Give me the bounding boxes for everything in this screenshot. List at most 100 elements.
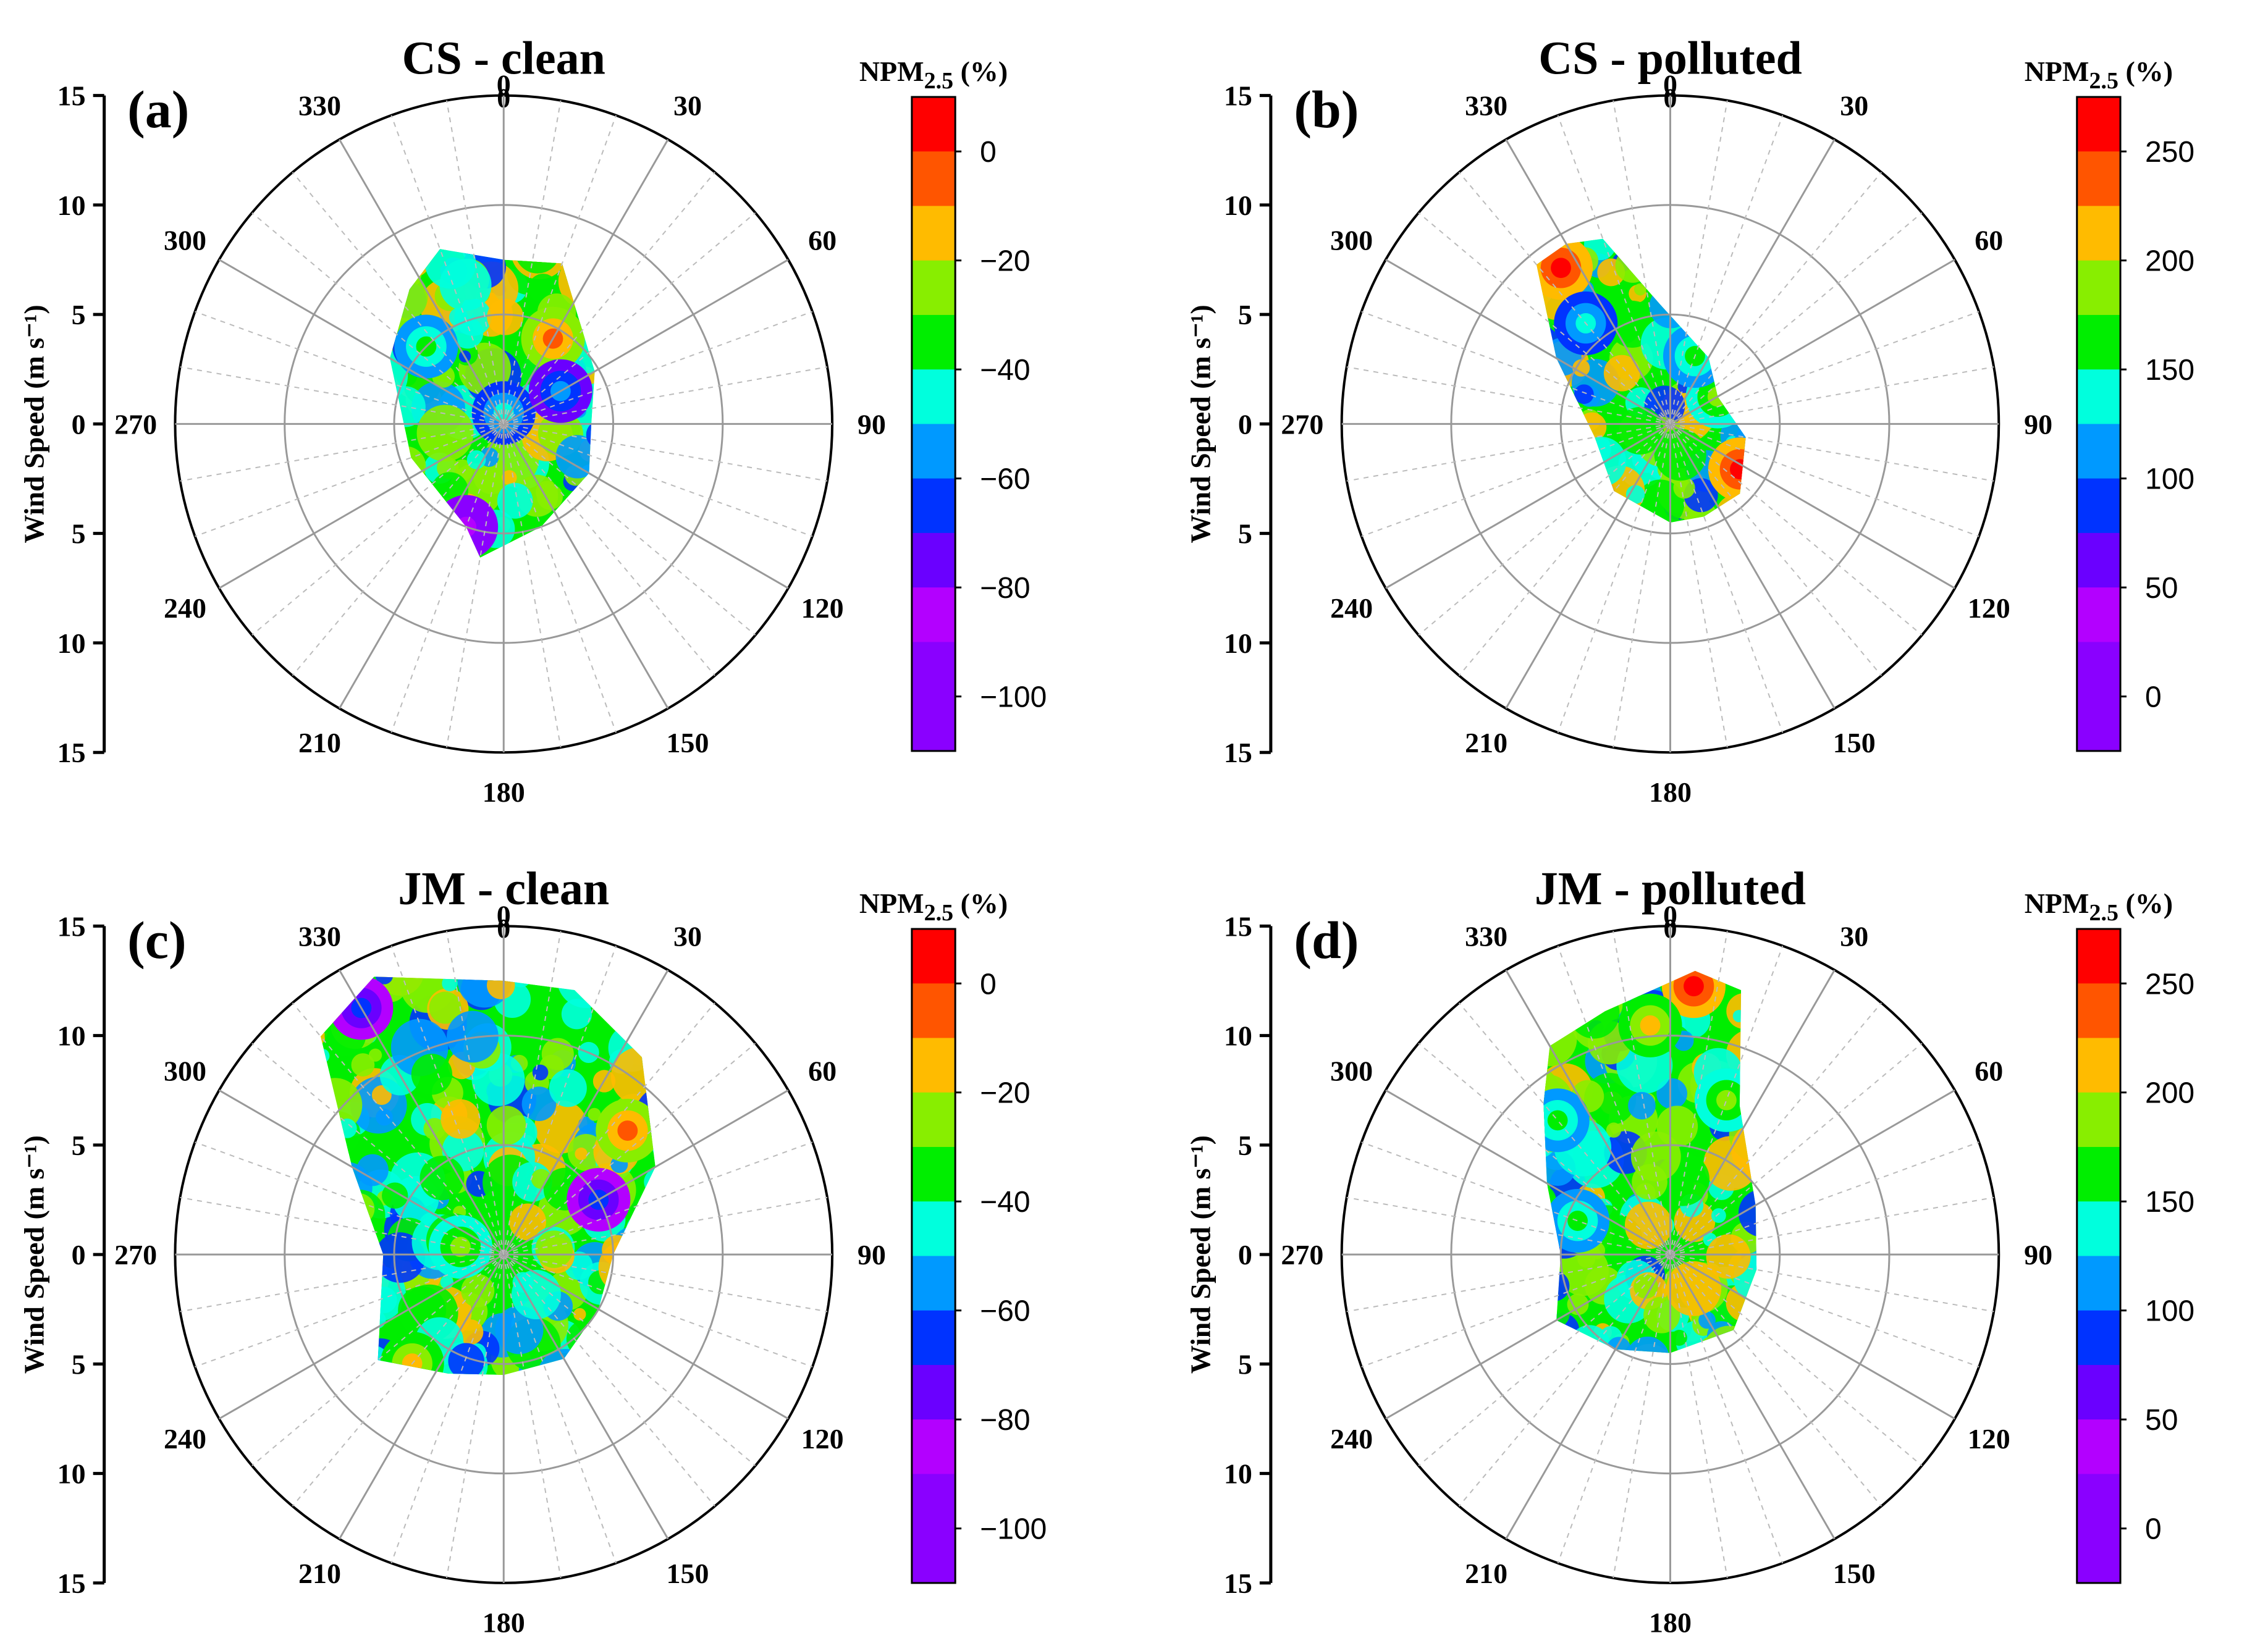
colorbar-band: [911, 96, 956, 153]
contour-speckle: [1866, 1039, 1912, 1085]
contour-speckle: [347, 395, 364, 412]
y-tick-label: 0: [1238, 408, 1252, 440]
contour-speckle: [451, 191, 506, 246]
contour-speckle: [528, 184, 565, 221]
contour-speckle: [693, 279, 726, 311]
contour-speckle: [378, 1514, 398, 1534]
contour-speckle: [1550, 1414, 1566, 1430]
contour-speckle: [247, 565, 268, 586]
contour-speckle: [208, 408, 259, 460]
contour-speckle: [1380, 382, 1427, 429]
contour-speckle: [1781, 206, 1821, 246]
colorbar-frame: [2076, 96, 2122, 752]
colorbar-title-unit: (%): [953, 56, 1008, 87]
contour-speckle: [1796, 430, 1817, 451]
contour-speckle: [622, 405, 672, 455]
contour-speckle: [1485, 242, 1517, 274]
contour-speckle: [633, 1421, 677, 1466]
spoke-major: [1385, 423, 1671, 589]
contour-speckle: [495, 645, 516, 665]
contour-speckle: [1934, 1114, 1982, 1162]
colorbar-title-main: NPM: [2025, 888, 2089, 919]
contour-speckle: [1709, 689, 1756, 736]
panel-label: (a): [127, 80, 189, 139]
contour-speckle: [1487, 170, 1540, 223]
contour-speckle: [1408, 319, 1445, 356]
contour-speckle: [428, 1529, 468, 1568]
contour-speckle: [392, 183, 416, 208]
contour-speckle: [1820, 1275, 1842, 1298]
contour-speckle: [1776, 1410, 1831, 1464]
contour-speckle: [1875, 516, 1889, 531]
spoke-major: [218, 259, 505, 425]
contour-speckle: [475, 678, 514, 716]
contour-speckle: [360, 563, 376, 580]
contour-speckle: [647, 476, 670, 498]
contour-speckle: [447, 1010, 499, 1063]
contour-speckle: [1697, 157, 1731, 191]
colorbar-title: NPM2.5 (%): [859, 888, 1008, 926]
contour-speckle: [762, 418, 780, 437]
contour-speckle: [1937, 375, 1989, 427]
contour-speckle: [602, 512, 626, 537]
colorbar-band: [2076, 587, 2121, 643]
contour-speckle: [1652, 702, 1685, 735]
contour-speckle: [1957, 1211, 1976, 1230]
contour-speckle: [1460, 628, 1483, 652]
contour-speckle: [657, 162, 672, 176]
contour-speckle: [1554, 161, 1567, 175]
contour-speckle: [1486, 1085, 1513, 1112]
angle-label: 270: [114, 408, 157, 440]
contour-speckle: [260, 1027, 305, 1072]
contour-speckle: [254, 1053, 278, 1077]
contour-speckle: [666, 408, 705, 447]
contour-speckle: [321, 1182, 325, 1198]
contour-speckle: [1891, 545, 1924, 579]
contour-speckle: [277, 548, 327, 598]
contour-speckle: [1819, 1149, 1871, 1201]
contour-speckle: [1477, 1264, 1493, 1281]
contour-speckle: [271, 231, 292, 252]
contour-speckle: [1891, 1323, 1946, 1378]
contour-speckle: [438, 1405, 488, 1455]
contour-speckle: [1873, 558, 1903, 588]
contour-speckle: [238, 1280, 251, 1293]
contour-speckle: [234, 1206, 289, 1261]
contour-speckle: [1455, 304, 1474, 324]
contour-speckle: [670, 188, 699, 217]
contour-speckle: [1769, 313, 1794, 337]
contour-speckle: [699, 283, 755, 339]
contour-speckle: [409, 547, 466, 558]
colorbar-band: [2076, 696, 2121, 752]
contour-speckle: [1767, 490, 1813, 536]
contour-speckle: [300, 553, 357, 610]
contour-speckle: [334, 1190, 386, 1241]
contour-speckle: [1396, 456, 1431, 492]
contour-speckle: [1766, 1087, 1782, 1103]
contour-speckle: [1741, 238, 1746, 258]
contour-speckle: [1437, 300, 1464, 327]
contour-speckle: [280, 582, 305, 607]
contour-speckle: [1351, 1212, 1392, 1253]
spoke-major: [1669, 423, 1955, 589]
contour-speckle: [497, 482, 533, 519]
contour-speckle: [644, 1180, 656, 1222]
contour-speckle: [782, 350, 817, 384]
contour-speckle: [262, 423, 287, 448]
contour-speckle: [1616, 406, 1664, 455]
y-tick-label: 5: [72, 1130, 86, 1161]
contour-speckle: [708, 571, 753, 616]
contour-speckle: [333, 1396, 352, 1415]
contour-speckle: [368, 1288, 382, 1303]
contour-speckle: [607, 356, 638, 387]
contour-speckle: [653, 484, 681, 512]
contour-speckle: [1706, 1484, 1752, 1530]
contour-speckle: [525, 1375, 582, 1432]
contour-speckle: [1409, 1402, 1460, 1453]
y-tick-label: 10: [57, 190, 86, 221]
contour-speckle: [1469, 163, 1503, 198]
contour-speckle: [774, 440, 810, 477]
contour-speckle: [1871, 600, 1891, 621]
contour-speckle: [419, 632, 445, 658]
